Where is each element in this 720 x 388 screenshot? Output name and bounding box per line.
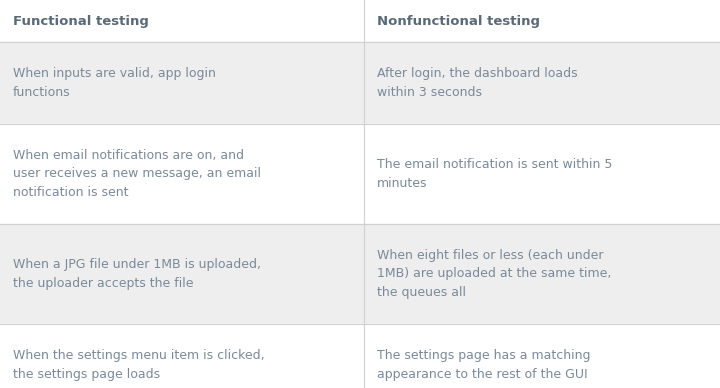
Text: The email notification is sent within 5
minutes: The email notification is sent within 5 … <box>377 158 612 190</box>
Text: When email notifications are on, and
user receives a new message, an email
notif: When email notifications are on, and use… <box>13 149 261 199</box>
Bar <box>0 0 720 42</box>
Bar <box>0 42 720 124</box>
Text: When a JPG file under 1MB is uploaded,
the uploader accepts the file: When a JPG file under 1MB is uploaded, t… <box>13 258 261 290</box>
Text: When inputs are valid, app login
functions: When inputs are valid, app login functio… <box>13 67 216 99</box>
Bar <box>0 224 720 324</box>
Text: Functional testing: Functional testing <box>13 14 149 28</box>
Bar <box>0 324 720 388</box>
Text: After login, the dashboard loads
within 3 seconds: After login, the dashboard loads within … <box>377 67 577 99</box>
Text: Nonfunctional testing: Nonfunctional testing <box>377 14 539 28</box>
Bar <box>0 124 720 224</box>
Text: When the settings menu item is clicked,
the settings page loads: When the settings menu item is clicked, … <box>13 349 264 381</box>
Text: When eight files or less (each under
1MB) are uploaded at the same time,
the que: When eight files or less (each under 1MB… <box>377 249 611 299</box>
Text: The settings page has a matching
appearance to the rest of the GUI: The settings page has a matching appeara… <box>377 349 590 381</box>
